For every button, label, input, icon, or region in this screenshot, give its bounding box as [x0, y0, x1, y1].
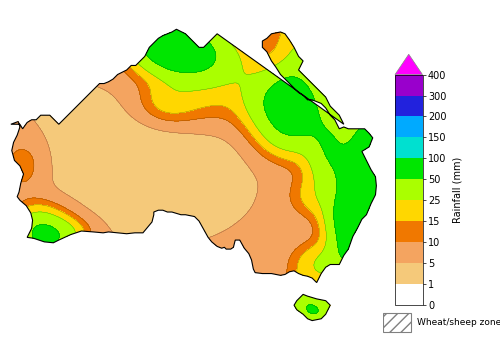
Y-axis label: Rainfall (mm): Rainfall (mm)	[452, 157, 462, 223]
Bar	[382, 313, 411, 332]
Text: Wheat/sheep zone: Wheat/sheep zone	[417, 318, 500, 326]
